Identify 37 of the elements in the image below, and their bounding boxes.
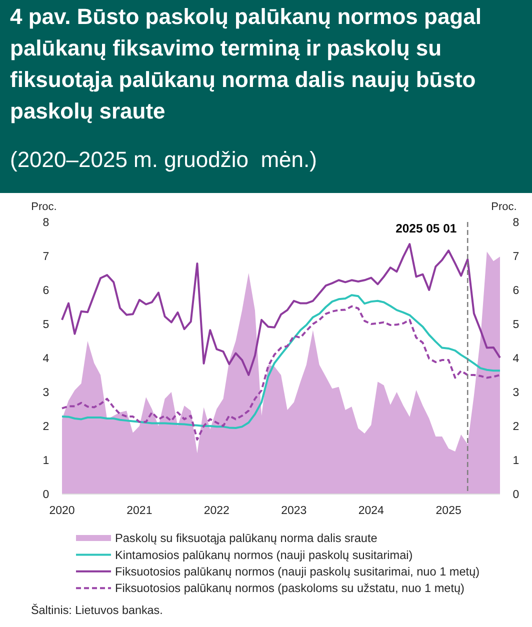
x-tick-label: 2025: [436, 505, 462, 518]
y2-tick-label: 7: [512, 251, 520, 264]
legend-label: Kintamosios palūkanų normos (nauji paskolų susitarimai): [115, 548, 413, 562]
ref-line-label: 2025 05 01: [396, 221, 457, 236]
legend-label: Paskolų su fiksuotąja palūkanų norma dalis sraute: [115, 531, 378, 546]
y-tick-label: 3: [42, 387, 50, 400]
y-tick-label: 5: [42, 319, 50, 332]
x-tick-label: 2022: [204, 505, 230, 518]
y-axis-title: Proc.: [31, 200, 57, 213]
y-tick-label: 4: [42, 353, 50, 366]
y-tick-label: 0: [42, 489, 50, 502]
chart-title: 4 pav. Būsto paskolų palūkanų normos pagal palūkanų fiksavimo terminą ir paskolų su fiksuotąja palūkanų norma dalis naujų būsto paskolų sraute: [10, 4, 482, 124]
y2-tick-label: 8: [512, 217, 520, 230]
y2-tick-label: 1: [512, 455, 520, 468]
line-series: [61, 243, 501, 376]
y-tick-label: 7: [42, 251, 50, 264]
x-tick-label: 2021: [126, 505, 152, 518]
text: Šaltinis: Lietuvos bankas.: [31, 603, 163, 618]
legend-label: Fiksuotosios palūkanų normos (nauji paskolų susitarimai, nuo 1 metų): [115, 564, 480, 579]
y2-tick-label: 0: [512, 489, 520, 502]
x-tick-label: 2020: [49, 505, 75, 518]
legend-label: Fiksuotosios palūkanų normos (paskoloms su užstatu, nuo 1 metų): [115, 581, 465, 596]
y-tick-label: 2: [42, 421, 50, 434]
y-tick-label: 6: [42, 285, 50, 298]
x-tick-label: 2024: [358, 505, 385, 518]
line-series: [61, 294, 501, 430]
y-tick-label: 1: [42, 455, 50, 468]
y2-axis-title: Proc.: [491, 200, 517, 213]
y2-tick-label: 3: [512, 387, 520, 400]
y-tick-label: 8: [42, 217, 50, 230]
y2-tick-label: 4: [512, 353, 520, 366]
line-series: [61, 305, 501, 441]
y2-tick-label: 2: [512, 421, 520, 434]
y2-tick-label: 5: [512, 319, 520, 332]
y2-tick-label: 6: [512, 285, 520, 298]
chart-subtitle: (2020–2025 m. gruodžio mėn.): [10, 147, 317, 172]
x-tick-label: 2023: [281, 505, 307, 518]
